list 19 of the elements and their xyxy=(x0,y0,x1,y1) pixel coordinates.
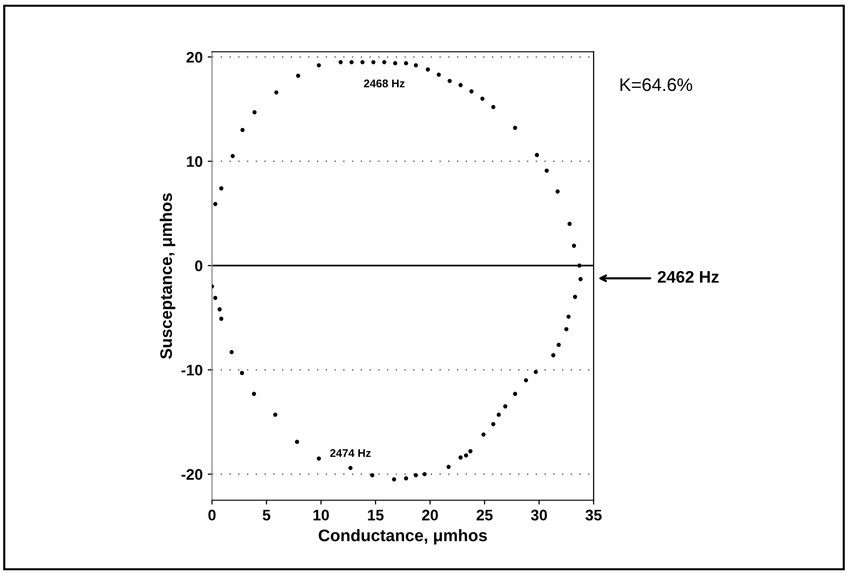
y-tick-label: -20 xyxy=(181,469,202,480)
y-axis-title: Susceptance, μmhos xyxy=(160,193,176,359)
y-tick-label: 0 xyxy=(195,260,202,272)
x-tick-label: 15 xyxy=(368,510,384,520)
x-tick-label: 10 xyxy=(313,510,329,520)
x-tick-label: 25 xyxy=(476,510,493,520)
text: 2462 Hz xyxy=(658,270,719,283)
text: K=64.6% xyxy=(620,78,692,92)
y-tick-label: 10 xyxy=(186,156,202,167)
x-tick-label: 20 xyxy=(422,510,438,520)
annotation: 2474 Hz xyxy=(330,449,371,457)
y-tick-label: -10 xyxy=(181,364,202,376)
annotation: 2468 Hz xyxy=(364,80,405,88)
x-axis-title: Conductance, μmhos xyxy=(318,529,487,545)
x-tick-label: 35 xyxy=(585,510,602,521)
x-tick-label: 0 xyxy=(208,510,216,520)
y-tick-label: 20 xyxy=(186,52,202,63)
x-tick-label: 30 xyxy=(530,510,547,521)
x-tick-label: 5 xyxy=(262,510,270,520)
